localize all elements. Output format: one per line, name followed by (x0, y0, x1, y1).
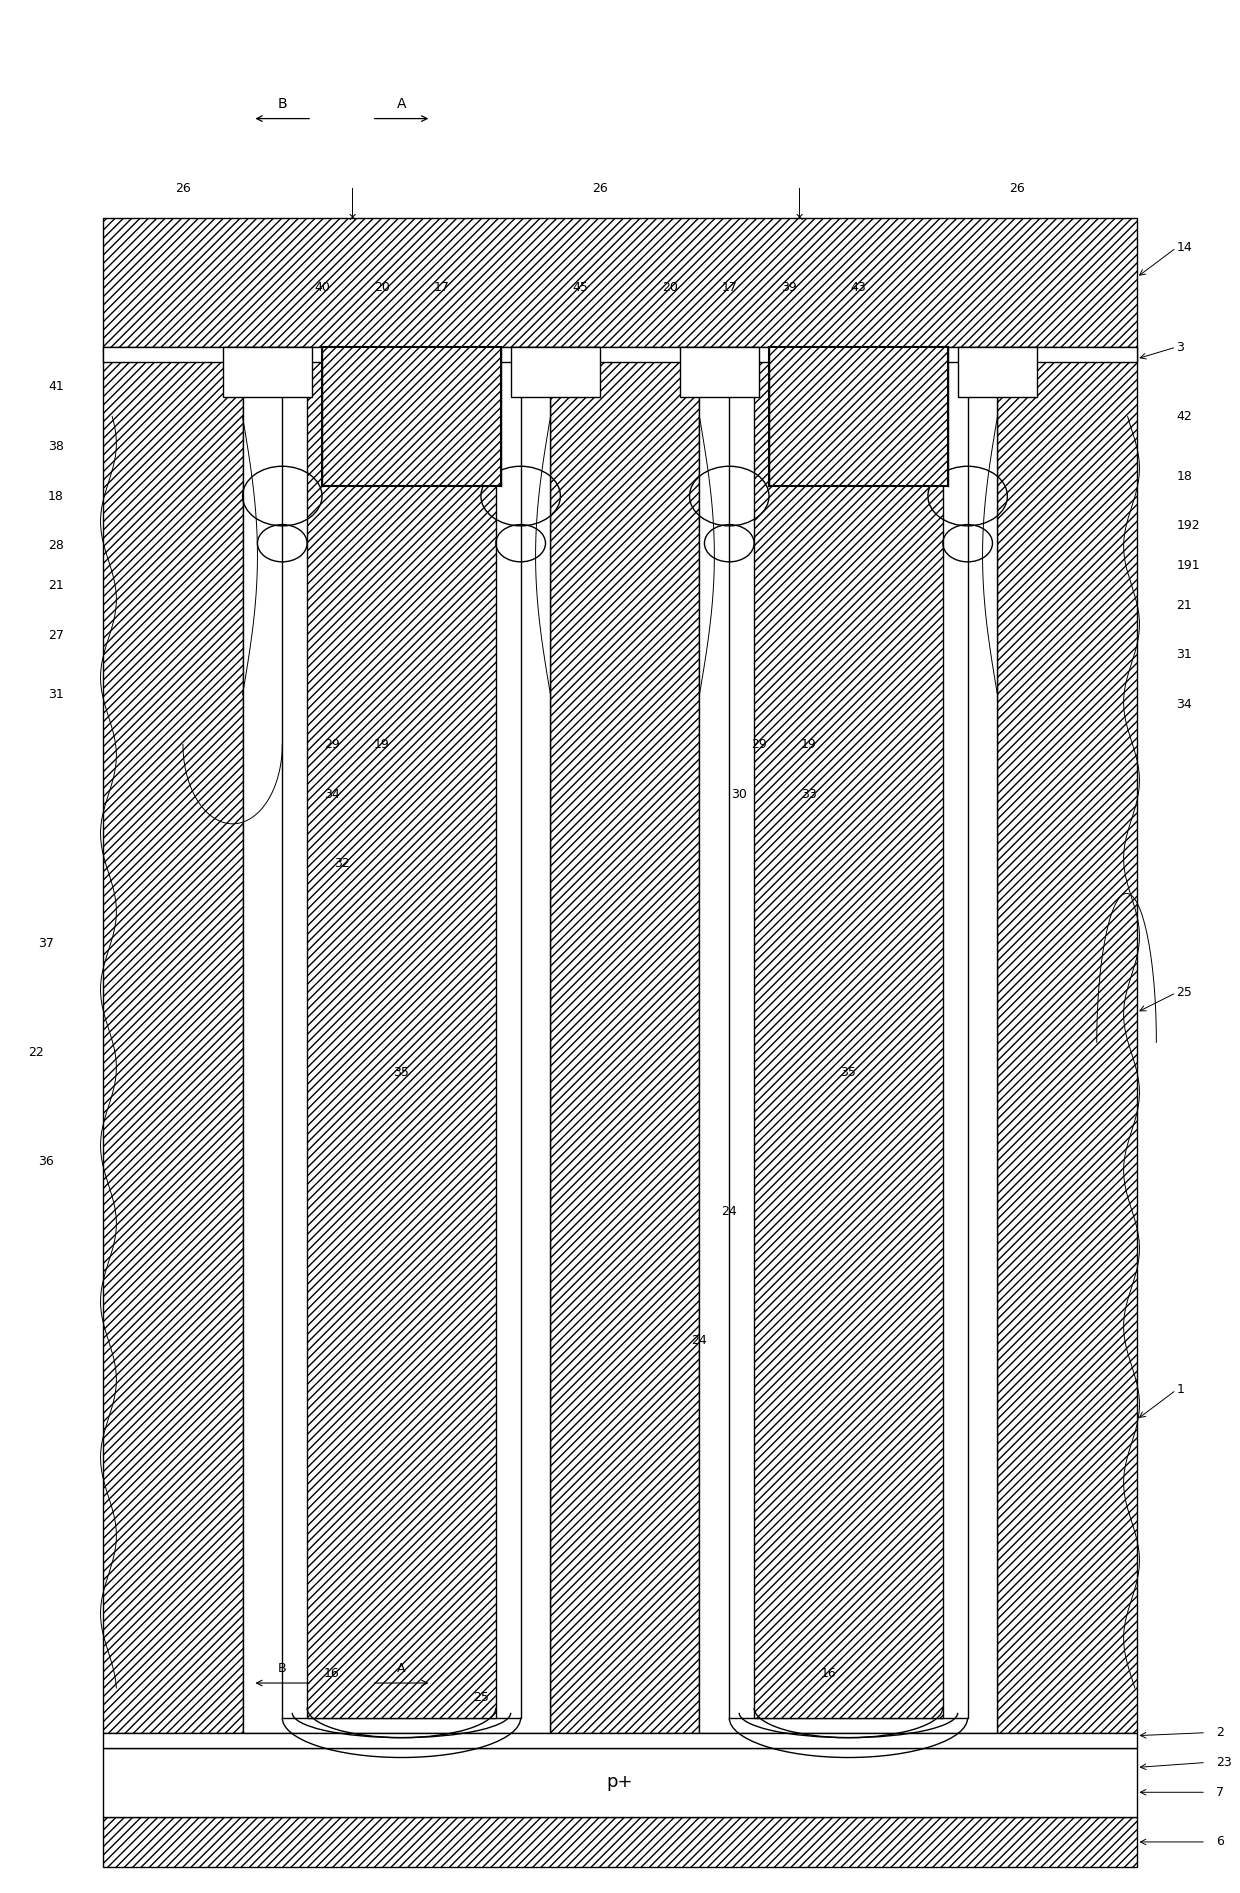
Text: 19: 19 (373, 738, 389, 752)
Text: 28: 28 (48, 540, 63, 553)
Text: B: B (278, 97, 288, 110)
Bar (103, 1817, 1137, 1866)
Text: 33: 33 (801, 787, 817, 801)
Bar (103, 1732, 1137, 1747)
Text: 21: 21 (1177, 598, 1192, 611)
Bar (223, 346, 312, 398)
Text: 35: 35 (841, 1066, 857, 1079)
Text: 36: 36 (38, 1155, 53, 1168)
Text: 20: 20 (662, 280, 677, 293)
Text: 2: 2 (1216, 1726, 1224, 1740)
Text: 23: 23 (1216, 1757, 1231, 1768)
Text: 26: 26 (593, 182, 608, 195)
Text: 1: 1 (1177, 1384, 1184, 1397)
Text: 18: 18 (48, 490, 63, 502)
Text: B: B (278, 1662, 286, 1675)
Text: 30: 30 (732, 787, 748, 801)
Bar (308, 346, 496, 1717)
Text: 42: 42 (1177, 411, 1192, 422)
Bar (103, 346, 1137, 362)
Text: 24: 24 (692, 1335, 707, 1346)
Bar (283, 346, 521, 1717)
Bar (103, 218, 1137, 346)
Text: 43: 43 (851, 280, 867, 293)
Bar (754, 346, 942, 1717)
Text: 18: 18 (1177, 469, 1192, 483)
Text: 3: 3 (1177, 341, 1184, 354)
Text: 16: 16 (324, 1666, 340, 1679)
Bar (997, 346, 1137, 1732)
Bar (551, 346, 699, 1732)
Text: 21: 21 (48, 579, 63, 593)
Bar (680, 346, 759, 398)
Text: 7: 7 (1216, 1785, 1224, 1798)
Bar (103, 1747, 1137, 1817)
Text: 17: 17 (433, 280, 449, 293)
Text: 6: 6 (1216, 1836, 1224, 1848)
Text: 40: 40 (314, 280, 330, 293)
Text: 25: 25 (1177, 986, 1192, 1000)
Text: 45: 45 (573, 280, 588, 293)
Text: 26: 26 (175, 182, 191, 195)
Text: 17: 17 (722, 280, 738, 293)
Text: 39: 39 (781, 280, 797, 293)
Text: ✕: ✕ (347, 212, 357, 223)
Text: 34: 34 (1177, 699, 1192, 712)
Bar (769, 346, 947, 487)
Text: 27: 27 (48, 628, 63, 642)
Text: 29: 29 (751, 738, 766, 752)
Text: 19: 19 (801, 738, 817, 752)
Text: 192: 192 (1177, 519, 1200, 532)
Text: 25: 25 (472, 1692, 489, 1704)
Bar (322, 346, 501, 487)
Text: 41: 41 (48, 380, 63, 394)
Bar (511, 346, 600, 398)
Text: 191: 191 (1177, 558, 1200, 572)
Text: 32: 32 (334, 858, 350, 871)
Text: ✕: ✕ (794, 212, 804, 223)
Bar (729, 346, 967, 1717)
Text: A: A (397, 1662, 405, 1675)
Text: 26: 26 (1009, 182, 1025, 195)
Text: 37: 37 (38, 937, 53, 950)
Bar (243, 346, 551, 1732)
Text: 22: 22 (29, 1045, 43, 1058)
Text: 20: 20 (373, 280, 389, 293)
Text: 29: 29 (324, 738, 340, 752)
Bar (699, 346, 997, 1732)
Bar (957, 346, 1037, 398)
Text: 34: 34 (324, 787, 340, 801)
Text: A: A (397, 97, 407, 110)
Text: 14: 14 (1177, 240, 1192, 254)
Text: p+: p+ (606, 1774, 634, 1791)
Text: 35: 35 (393, 1066, 409, 1079)
Text: 24: 24 (722, 1204, 737, 1217)
Bar (103, 346, 243, 1732)
Text: 31: 31 (48, 689, 63, 700)
Text: 38: 38 (48, 439, 63, 452)
Text: 16: 16 (821, 1666, 837, 1679)
Text: 31: 31 (1177, 649, 1192, 661)
